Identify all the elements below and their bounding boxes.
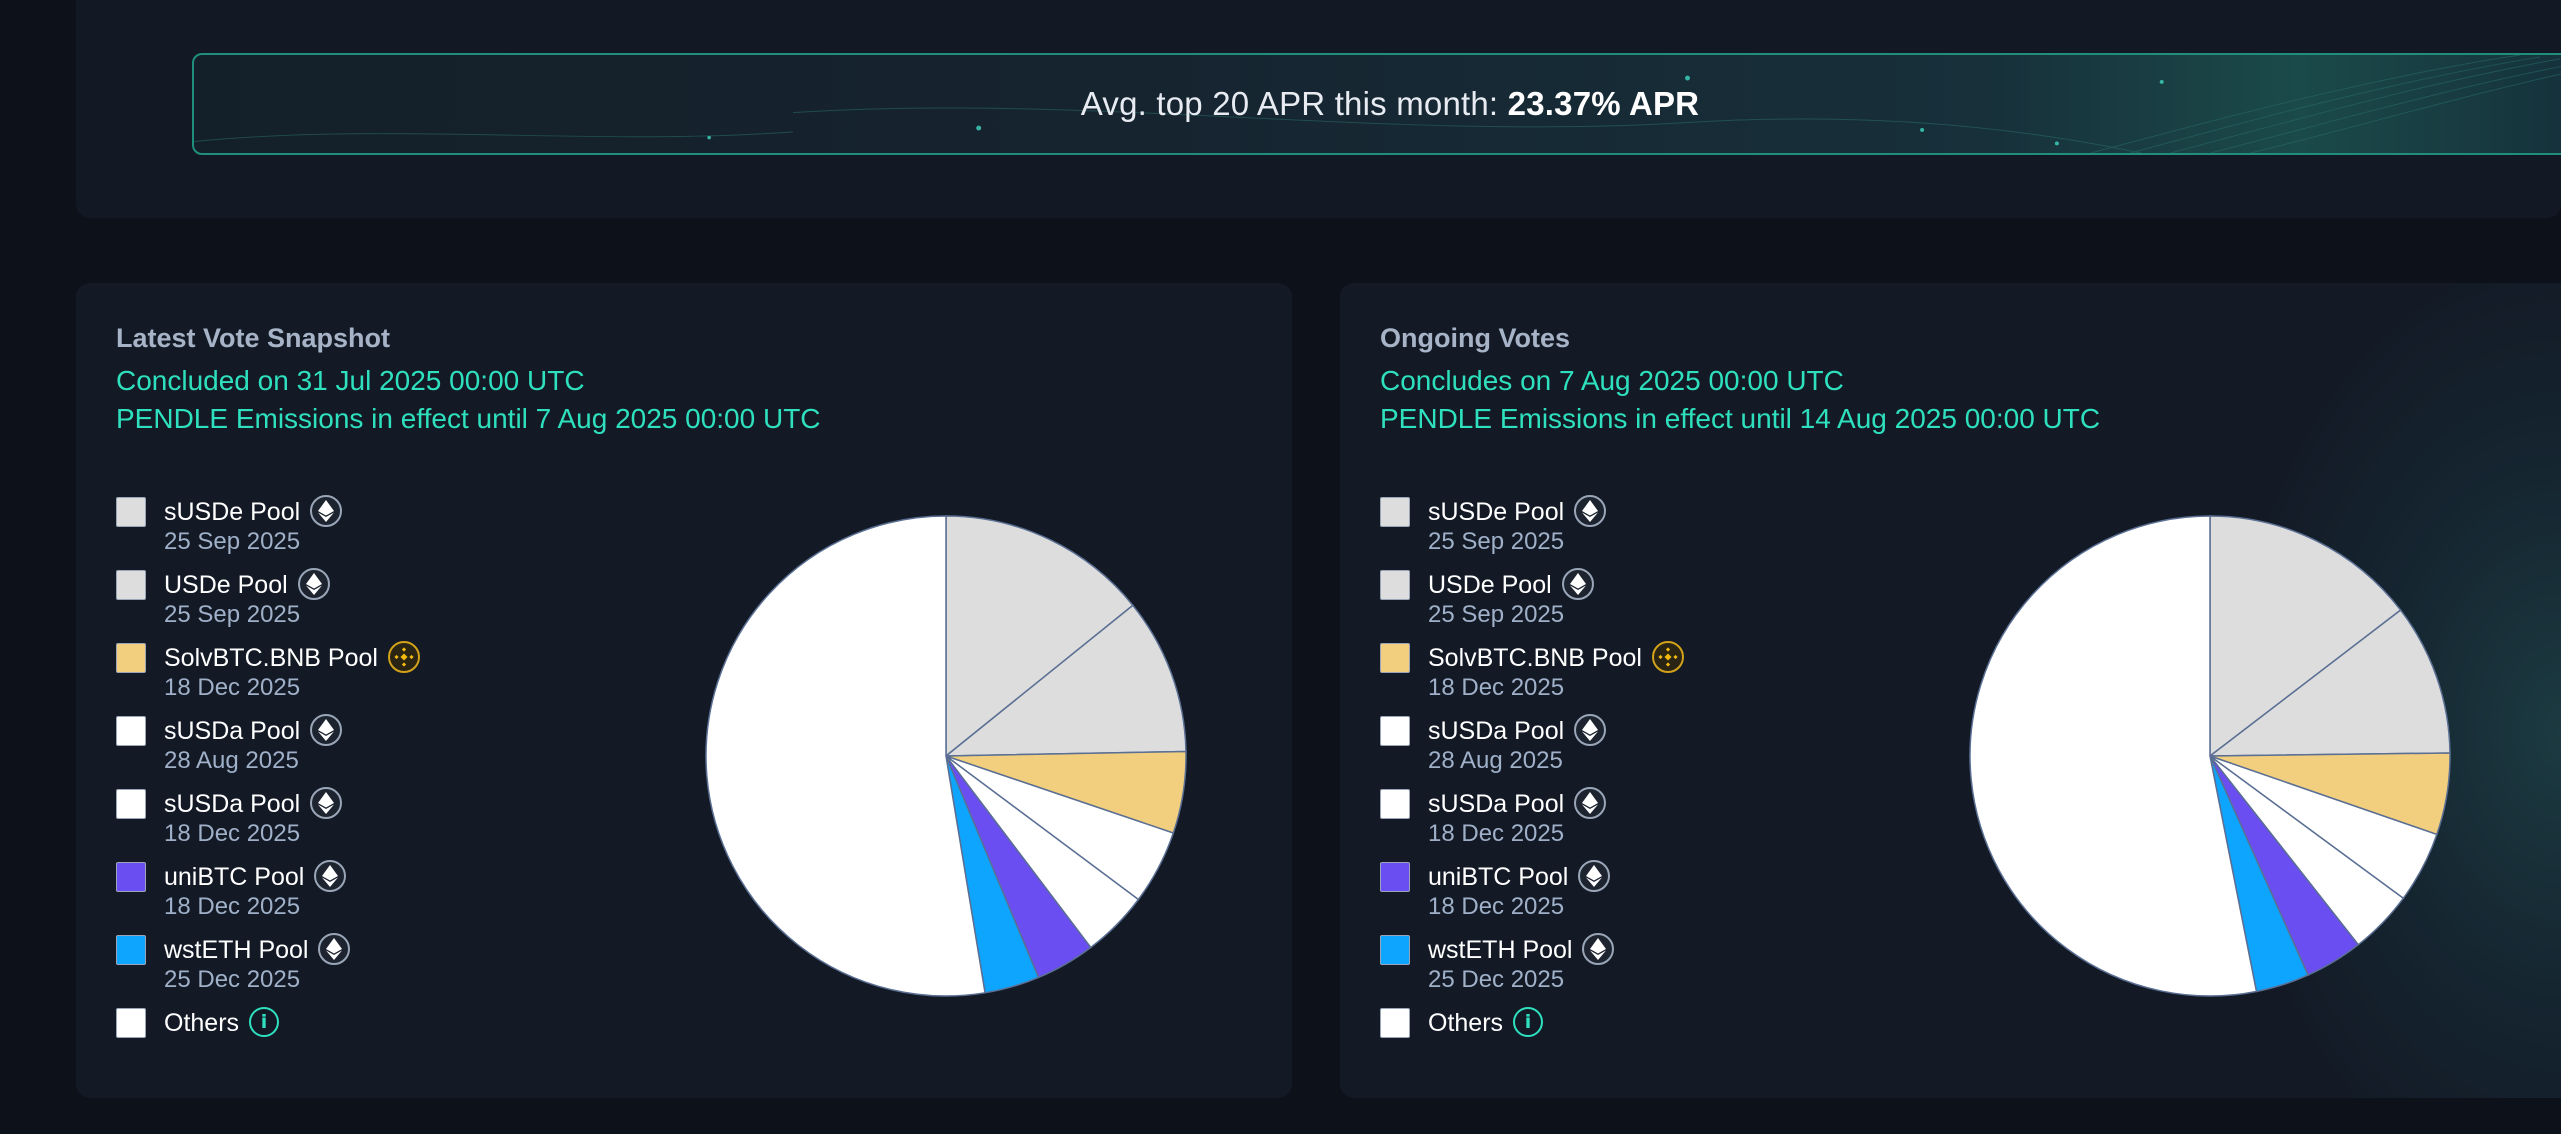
pool-name: sUSDa Pool: [164, 790, 301, 818]
pool-name: sUSDa Pool: [164, 717, 301, 745]
color-swatch: [1380, 862, 1410, 892]
color-swatch: [116, 935, 146, 965]
pool-expiry: 25 Dec 2025: [164, 966, 301, 993]
apr-card: Avg. top 20 APR this month: 23.37% APR: [76, 0, 2561, 218]
pool-name: sUSDa Pool: [1428, 790, 1565, 818]
info-icon[interactable]: i: [249, 1007, 279, 1037]
pool-name: SolvBTC.BNB Pool: [1428, 644, 1642, 672]
pool-name: SolvBTC.BNB Pool: [164, 644, 378, 672]
concluded-date: Concluded on 31 Jul 2025 00:00 UTC: [116, 365, 585, 396]
emissions-period: PENDLE Emissions in effect until 14 Aug …: [1380, 403, 2101, 434]
pool-expiry: 18 Dec 2025: [1428, 893, 1565, 920]
pool-expiry: 28 Aug 2025: [164, 747, 299, 774]
apr-banner: Avg. top 20 APR this month: 23.37% APR: [192, 53, 2561, 155]
apr-value: 23.37% APR: [1507, 85, 1700, 122]
info-icon[interactable]: i: [1513, 1007, 1543, 1037]
color-swatch: [1380, 497, 1410, 527]
pool-name: USDe Pool: [1428, 571, 1552, 599]
ethereum-icon: [1574, 495, 1606, 527]
color-swatch: [116, 1008, 146, 1038]
emissions-period: PENDLE Emissions in effect until 7 Aug 2…: [116, 403, 821, 434]
color-swatch: [1380, 716, 1410, 746]
ethereum-icon: [1578, 860, 1610, 892]
ethereum-icon: [1574, 714, 1606, 746]
pool-expiry: 25 Sep 2025: [1428, 528, 1565, 555]
color-swatch: [1380, 570, 1410, 600]
apr-label: Avg. top 20 APR this month:: [1080, 85, 1499, 122]
color-swatch: [1380, 789, 1410, 819]
color-swatch: [1380, 935, 1410, 965]
ongoing-votes-card: Ongoing Votes Concludes on 7 Aug 2025 00…: [1340, 283, 2561, 1098]
latest-vote-snapshot-card: Latest Vote Snapshot Concluded on 31 Jul…: [76, 283, 1292, 1098]
concludes-date: Concludes on 7 Aug 2025 00:00 UTC: [1380, 365, 1844, 396]
color-swatch: [116, 497, 146, 527]
pool-expiry: 18 Dec 2025: [164, 674, 301, 701]
color-swatch: [116, 570, 146, 600]
ethereum-icon: [310, 495, 342, 527]
ethereum-icon: [1562, 568, 1594, 600]
apr-summary: Avg. top 20 APR this month: 23.37% APR: [194, 85, 2561, 123]
ethereum-icon: [314, 860, 346, 892]
pool-expiry: 18 Dec 2025: [1428, 674, 1565, 701]
card-title: Latest Vote Snapshot: [116, 323, 391, 353]
pie-slice[interactable]: [943, 604, 1187, 757]
pool-expiry: 18 Dec 2025: [164, 893, 301, 920]
pool-name: Others: [1428, 1009, 1504, 1037]
ethereum-icon: [318, 933, 350, 965]
pool-expiry: 18 Dec 2025: [164, 820, 301, 847]
pool-name: wstETH Pool: [164, 936, 309, 964]
bnb-icon: [1652, 641, 1684, 673]
pool-name: uniBTC Pool: [1428, 863, 1569, 891]
pie-chart[interactable]: [1965, 511, 2455, 1001]
pool-name: Others: [164, 1009, 240, 1037]
pool-expiry: 25 Sep 2025: [164, 528, 301, 555]
pool-name: sUSDe Pool: [164, 498, 301, 526]
pool-name: wstETH Pool: [1428, 936, 1573, 964]
pool-expiry: 18 Dec 2025: [1428, 820, 1565, 847]
pool-expiry: 25 Sep 2025: [1428, 601, 1565, 628]
ethereum-icon: [310, 714, 342, 746]
color-swatch: [1380, 643, 1410, 673]
ethereum-icon: [310, 787, 342, 819]
color-swatch: [116, 789, 146, 819]
pie-chart[interactable]: [701, 511, 1191, 1001]
pie-slice[interactable]: [1969, 515, 2258, 997]
ethereum-icon: [1582, 933, 1614, 965]
color-swatch: [1380, 1008, 1410, 1038]
card-title: Ongoing Votes: [1380, 323, 1570, 353]
bnb-icon: [388, 641, 420, 673]
pool-name: uniBTC Pool: [164, 863, 305, 891]
pool-expiry: 25 Sep 2025: [164, 601, 301, 628]
pool-expiry: 25 Dec 2025: [1428, 966, 1565, 993]
pool-name: sUSDe Pool: [1428, 498, 1565, 526]
pie-slice[interactable]: [2207, 609, 2451, 757]
pool-name: USDe Pool: [164, 571, 288, 599]
pool-name: sUSDa Pool: [1428, 717, 1565, 745]
pie-slice[interactable]: [2209, 515, 2402, 758]
wave-decoration: [194, 55, 2561, 153]
pool-expiry: 28 Aug 2025: [1428, 747, 1563, 774]
color-swatch: [116, 862, 146, 892]
pie-slice[interactable]: [705, 515, 986, 997]
pie-slice[interactable]: [945, 515, 1134, 758]
color-swatch: [116, 643, 146, 673]
ethereum-icon: [298, 568, 330, 600]
color-swatch: [116, 716, 146, 746]
ethereum-icon: [1574, 787, 1606, 819]
